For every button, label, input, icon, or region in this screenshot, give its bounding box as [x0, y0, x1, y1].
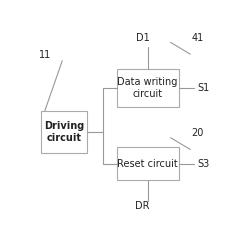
Text: 41: 41: [191, 32, 203, 42]
Text: S3: S3: [197, 159, 209, 169]
Text: S1: S1: [197, 83, 209, 93]
Text: DR: DR: [136, 201, 150, 211]
Text: Driving
circuit: Driving circuit: [44, 121, 84, 143]
Text: D1: D1: [136, 32, 149, 42]
Text: 11: 11: [39, 50, 51, 60]
Text: 20: 20: [191, 128, 203, 138]
FancyBboxPatch shape: [41, 111, 88, 153]
Text: Reset circuit: Reset circuit: [117, 159, 178, 169]
FancyBboxPatch shape: [116, 148, 178, 180]
FancyBboxPatch shape: [116, 68, 178, 107]
Text: Data writing
circuit: Data writing circuit: [117, 77, 178, 98]
